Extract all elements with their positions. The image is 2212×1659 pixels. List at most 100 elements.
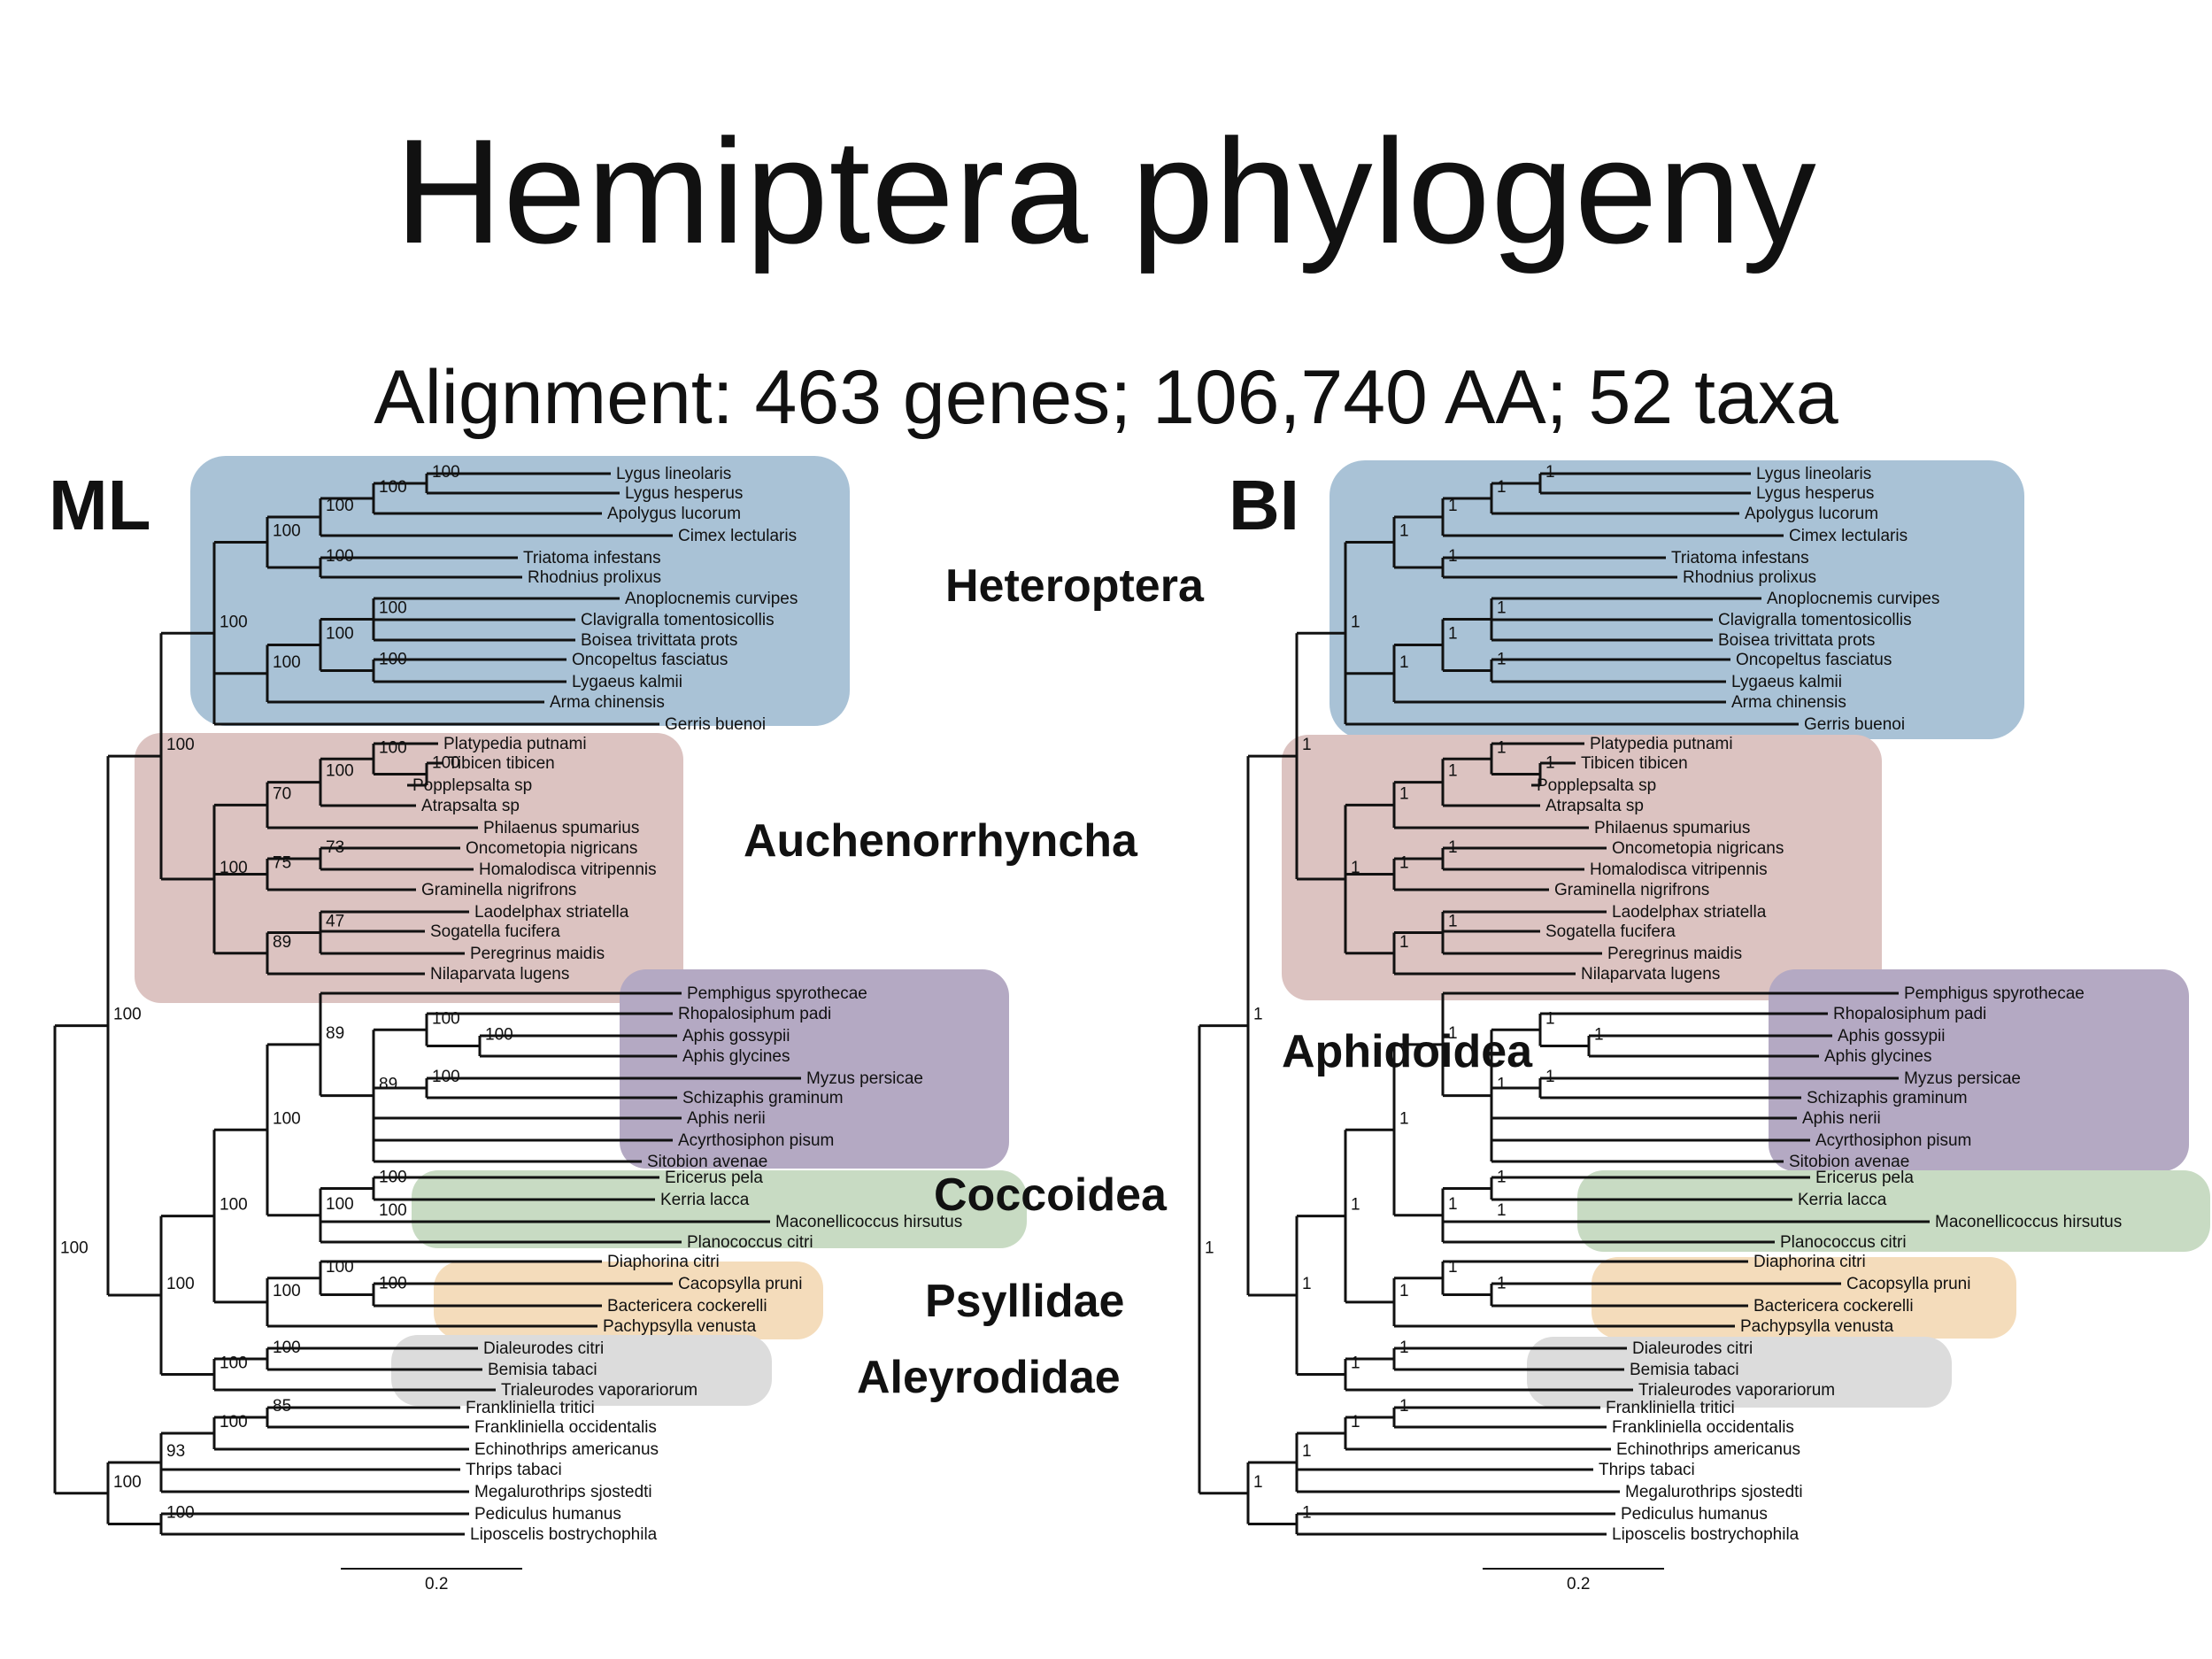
clade-label-aphidoidea: Aphidoidea <box>1282 1026 1533 1077</box>
bi-taxon-acyrthosiphon-pisum: Acyrthosiphon pisum <box>1815 1131 1971 1150</box>
bi-support-value: 1 <box>1351 613 1360 631</box>
bi-support-value: 1 <box>1497 1201 1507 1220</box>
ml-support-value: 100 <box>273 1109 301 1128</box>
ml-psyllidae-highlight <box>434 1262 823 1339</box>
ml-support-value: 93 <box>166 1442 185 1461</box>
ml-taxon-aphis-gossypii: Aphis gossypii <box>682 1027 790 1046</box>
bi-taxon-lygaeus-kalmii: Lygaeus kalmii <box>1731 673 1842 691</box>
ml-support-value: 100 <box>379 478 407 497</box>
ml-support-value: 47 <box>326 913 344 931</box>
ml-taxon-oncometopia-nigricans: Oncometopia nigricans <box>466 839 637 858</box>
ml-taxon-graminella-nigrifrons: Graminella nigrifrons <box>421 881 576 899</box>
bi-taxon-bemisia-tabaci: Bemisia tabaci <box>1630 1361 1739 1379</box>
bi-support-value: 1 <box>1448 625 1458 644</box>
ml-support-value: 100 <box>166 1504 195 1523</box>
ml-taxon-bemisia-tabaci: Bemisia tabaci <box>488 1361 597 1379</box>
ml-taxon-acyrthosiphon-pisum: Acyrthosiphon pisum <box>678 1131 834 1150</box>
bi-taxon-platypedia-putnami: Platypedia putnami <box>1590 735 1733 753</box>
bi-taxon-schizaphis-graminum: Schizaphis graminum <box>1807 1089 1968 1107</box>
ml-taxon-anoplocnemis-curvipes: Anoplocnemis curvipes <box>625 590 798 608</box>
bi-taxon-kerria-lacca: Kerria lacca <box>1798 1191 1887 1209</box>
bi-taxon-echinothrips-americanus: Echinothrips americanus <box>1616 1440 1800 1459</box>
ml-taxon-triatoma-infestans: Triatoma infestans <box>523 549 661 567</box>
ml-support-value: 89 <box>326 1024 344 1043</box>
bi-taxon-oncometopia-nigricans: Oncometopia nigricans <box>1612 839 1784 858</box>
clade-label-coccoidea: Coccoidea <box>934 1169 1167 1221</box>
bi-support-value: 1 <box>1205 1239 1214 1258</box>
ml-taxon-homalodisca-vitripennis: Homalodisca vitripennis <box>479 860 657 879</box>
ml-heteroptera-highlight <box>190 456 850 726</box>
bi-taxon-nilaparvata-lugens: Nilaparvata lugens <box>1581 965 1720 984</box>
ml-taxon-diaphorina-citri: Diaphorina citri <box>607 1253 720 1271</box>
bi-support-value: 1 <box>1302 1442 1312 1461</box>
bi-support-value: 1 <box>1399 1109 1409 1128</box>
ml-taxon-clavigralla-tomentosicollis: Clavigralla tomentosicollis <box>581 611 775 629</box>
ml-support-value: 100 <box>379 651 407 669</box>
ml-support-value: 73 <box>326 838 344 857</box>
bi-taxon-cimex-lectularis: Cimex lectularis <box>1789 527 1908 545</box>
bi-taxon-lygus-hesperus: Lygus hesperus <box>1756 484 1874 503</box>
bi-taxon-oncopeltus-fasciatus: Oncopeltus fasciatus <box>1736 651 1892 669</box>
bi-support-value: 1 <box>1594 1026 1604 1045</box>
bi-support-value: 1 <box>1545 1009 1555 1028</box>
ml-support-value: 100 <box>113 1006 142 1024</box>
bi-support-value: 1 <box>1399 653 1409 672</box>
slide-title: Hemiptera phylogeny <box>395 108 1817 274</box>
ml-support-value: 100 <box>379 1275 407 1293</box>
bi-taxon-planococcus-citri: Planococcus citri <box>1780 1233 1907 1252</box>
bi-support-value: 1 <box>1399 522 1409 541</box>
ml-scale-label: 0.2 <box>425 1575 448 1593</box>
bi-support-value: 1 <box>1253 1006 1263 1024</box>
bi-support-value: 1 <box>1351 1196 1360 1215</box>
ml-taxon-cimex-lectularis: Cimex lectularis <box>678 527 797 545</box>
bi-taxon-megalurothrips-sjostedti: Megalurothrips sjostedti <box>1625 1483 1803 1501</box>
bi-taxon-sogatella-fucifera: Sogatella fucifera <box>1545 922 1676 941</box>
bi-support-value: 1 <box>1399 1397 1409 1416</box>
bi-taxon-sitobion-avenae: Sitobion avenae <box>1789 1153 1909 1171</box>
ml-support-value: 100 <box>220 1413 248 1431</box>
ml-taxon-lygus-hesperus: Lygus hesperus <box>625 484 743 503</box>
bi-taxon-rhodnius-prolixus: Rhodnius prolixus <box>1683 568 1816 587</box>
bi-coccoidea-highlight <box>1577 1170 2210 1252</box>
ml-taxon-lygaeus-kalmii: Lygaeus kalmii <box>572 673 682 691</box>
ml-taxon-schizaphis-graminum: Schizaphis graminum <box>682 1089 844 1107</box>
bi-taxon-aphis-gossypii: Aphis gossypii <box>1838 1027 1945 1046</box>
bi-taxon-pachypsylla-venusta: Pachypsylla venusta <box>1740 1317 1894 1336</box>
bi-psyllidae-highlight <box>1592 1257 2016 1339</box>
ml-taxon-frankliniella-occidentalis: Frankliniella occidentalis <box>474 1418 657 1437</box>
ml-taxon-rhodnius-prolixus: Rhodnius prolixus <box>528 568 661 587</box>
ml-taxon-bactericera-cockerelli: Bactericera cockerelli <box>607 1297 767 1316</box>
bi-taxon-arma-chinensis: Arma chinensis <box>1731 693 1846 712</box>
bi-taxon-homalodisca-vitripennis: Homalodisca vitripennis <box>1590 860 1768 879</box>
bi-taxon-pediculus-humanus: Pediculus humanus <box>1621 1505 1768 1524</box>
ml-tree-label: ML <box>49 466 151 544</box>
bi-support-value: 1 <box>1497 1169 1507 1187</box>
bi-taxon-clavigralla-tomentosicollis: Clavigralla tomentosicollis <box>1718 611 1912 629</box>
ml-support-value: 100 <box>220 613 248 631</box>
ml-support-value: 100 <box>273 1339 301 1357</box>
ml-taxon-boisea-trivittata-prots: Boisea trivittata prots <box>581 631 737 650</box>
ml-taxon-cacopsylla-pruni: Cacopsylla pruni <box>678 1275 802 1293</box>
ml-support-value: 100 <box>432 1068 460 1086</box>
bi-support-value: 1 <box>1497 1275 1507 1293</box>
bi-support-value: 1 <box>1545 463 1555 482</box>
bi-taxon-philaenus-spumarius: Philaenus spumarius <box>1594 819 1750 837</box>
ml-support-value: 100 <box>432 463 460 482</box>
bi-scale-label: 0.2 <box>1567 1575 1590 1593</box>
ml-support-value: 100 <box>379 1169 407 1187</box>
ml-taxon-lygus-lineolaris: Lygus lineolaris <box>616 465 731 483</box>
bi-taxon-lygus-lineolaris: Lygus lineolaris <box>1756 465 1871 483</box>
ml-taxon-oncopeltus-fasciatus: Oncopeltus fasciatus <box>572 651 728 669</box>
bi-support-value: 1 <box>1351 1413 1360 1431</box>
ml-support-value: 85 <box>273 1397 291 1416</box>
bi-taxon-aphis-nerii: Aphis nerii <box>1802 1109 1881 1128</box>
bi-taxon-tibicen-tibicen: Tibicen tibicen <box>1581 754 1688 773</box>
ml-support-value: 75 <box>273 854 291 873</box>
bi-support-value: 1 <box>1448 762 1458 781</box>
ml-support-value: 100 <box>379 599 407 618</box>
bi-taxon-trialeurodes-vaporariorum: Trialeurodes vaporariorum <box>1638 1381 1835 1400</box>
ml-support-value: 100 <box>273 1282 301 1300</box>
bi-taxon-cacopsylla-pruni: Cacopsylla pruni <box>1846 1275 1970 1293</box>
bi-taxon-apolygus-lucorum: Apolygus lucorum <box>1745 505 1878 523</box>
